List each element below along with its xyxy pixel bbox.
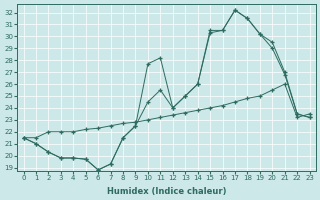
X-axis label: Humidex (Indice chaleur): Humidex (Indice chaleur) (107, 187, 226, 196)
